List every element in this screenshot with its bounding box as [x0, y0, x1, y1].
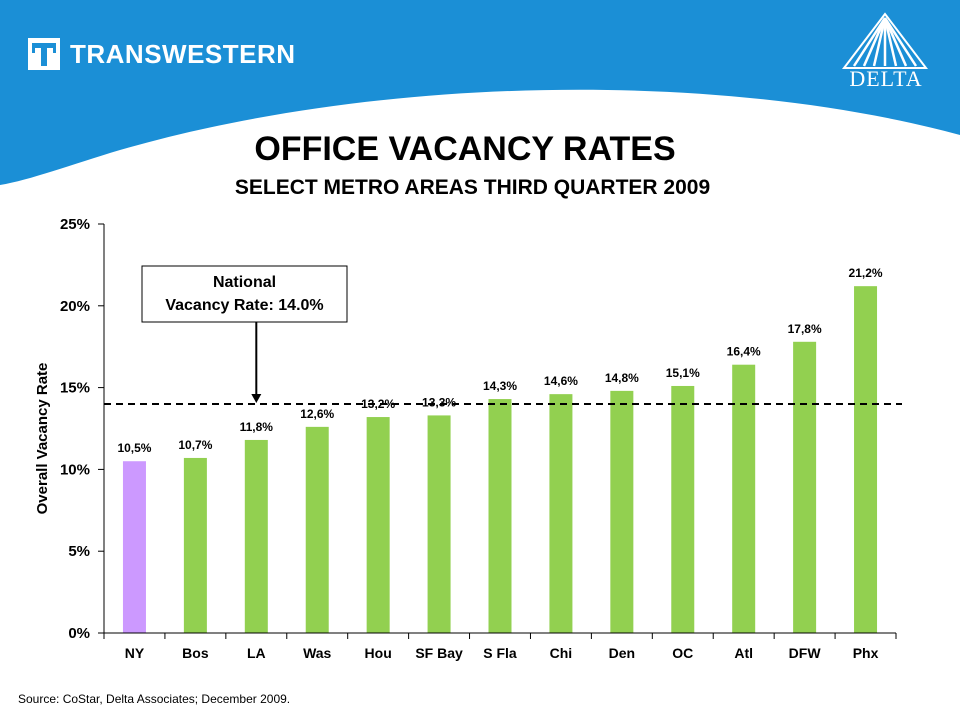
value-label: 14,6% — [544, 374, 578, 388]
bar-hou — [366, 417, 390, 633]
x-tick-label: Bos — [182, 645, 209, 661]
value-label: 15,1% — [666, 366, 700, 380]
annotation-text: Vacancy Rate: 14.0% — [165, 297, 323, 314]
delta-logo-text: DELTA — [849, 66, 923, 91]
bar-atl — [732, 364, 756, 633]
x-tick-label: Den — [609, 645, 635, 661]
chart-subtitle: SELECT METRO AREAS THIRD QUARTER 2009 — [234, 176, 711, 199]
x-tick-label: Chi — [550, 645, 573, 661]
bar-s-fla — [488, 399, 512, 633]
x-tick-label: Phx — [853, 645, 879, 661]
value-label: 13,3% — [422, 395, 456, 409]
chart-title: OFFICE VACANCY RATES — [254, 130, 676, 168]
value-label: 14,8% — [605, 371, 639, 385]
bar-oc — [671, 385, 695, 633]
value-label: 10,5% — [117, 441, 151, 455]
value-label: 21,2% — [849, 266, 883, 280]
bar-sf-bay — [427, 415, 451, 633]
y-tick-label: 15% — [60, 380, 90, 397]
value-label: 16,4% — [727, 345, 761, 359]
y-tick-label: 10% — [60, 461, 90, 478]
brand-name: TRANSWESTERN — [70, 38, 296, 69]
x-tick-label: Hou — [365, 645, 392, 661]
x-tick-label: OC — [672, 645, 693, 661]
value-label: 14,3% — [483, 379, 517, 393]
bar-chi — [549, 394, 573, 633]
value-label: 13,2% — [361, 397, 395, 411]
value-label: 17,8% — [788, 322, 822, 336]
value-label: 11,8% — [240, 420, 274, 434]
x-tick-label: S Fla — [483, 645, 517, 661]
source-note: Source: CoStar, Delta Associates; Decemb… — [18, 692, 291, 706]
value-label: 10,7% — [178, 438, 212, 452]
y-tick-label: 25% — [60, 216, 90, 233]
y-axis-title: Overall Vacancy Rate — [34, 363, 51, 515]
bar-dfw — [793, 341, 817, 633]
y-tick-label: 5% — [68, 543, 90, 560]
x-tick-label: LA — [247, 645, 266, 661]
bar-was — [305, 426, 329, 633]
bar-bos — [183, 457, 207, 633]
annotation-box — [141, 265, 348, 323]
y-tick-label: 20% — [60, 298, 90, 315]
x-tick-label: Was — [303, 645, 331, 661]
delta-logo-icon — [841, 12, 929, 69]
x-tick-label: SF Bay — [415, 645, 463, 661]
annotation-text: National — [213, 274, 276, 291]
arrow-head-icon — [251, 393, 262, 403]
y-tick-label: 0% — [68, 625, 90, 642]
bar-phx — [854, 286, 878, 633]
bar-den — [610, 390, 634, 633]
value-label: 12,6% — [300, 407, 334, 421]
x-tick-label: Atl — [734, 645, 753, 661]
bar-la — [244, 439, 268, 633]
transwestern-logo: TRANSWESTERN — [28, 38, 296, 70]
transwestern-t-icon — [28, 38, 60, 70]
x-tick-label: NY — [125, 645, 145, 661]
x-tick-label: DFW — [789, 645, 822, 661]
bar-ny — [122, 461, 146, 633]
header-banner — [0, 0, 960, 185]
